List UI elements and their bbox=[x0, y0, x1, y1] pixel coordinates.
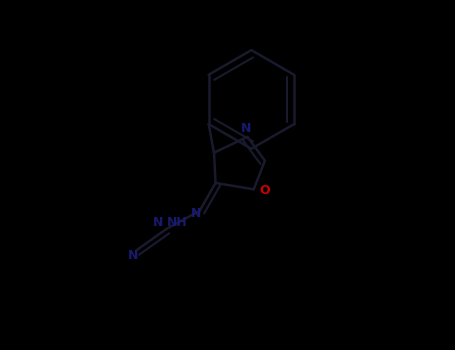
Text: N: N bbox=[241, 122, 251, 135]
Text: N: N bbox=[153, 216, 163, 229]
Text: NH: NH bbox=[167, 216, 188, 229]
Text: N: N bbox=[191, 208, 202, 220]
Text: O: O bbox=[259, 184, 270, 197]
Text: N: N bbox=[128, 249, 138, 262]
